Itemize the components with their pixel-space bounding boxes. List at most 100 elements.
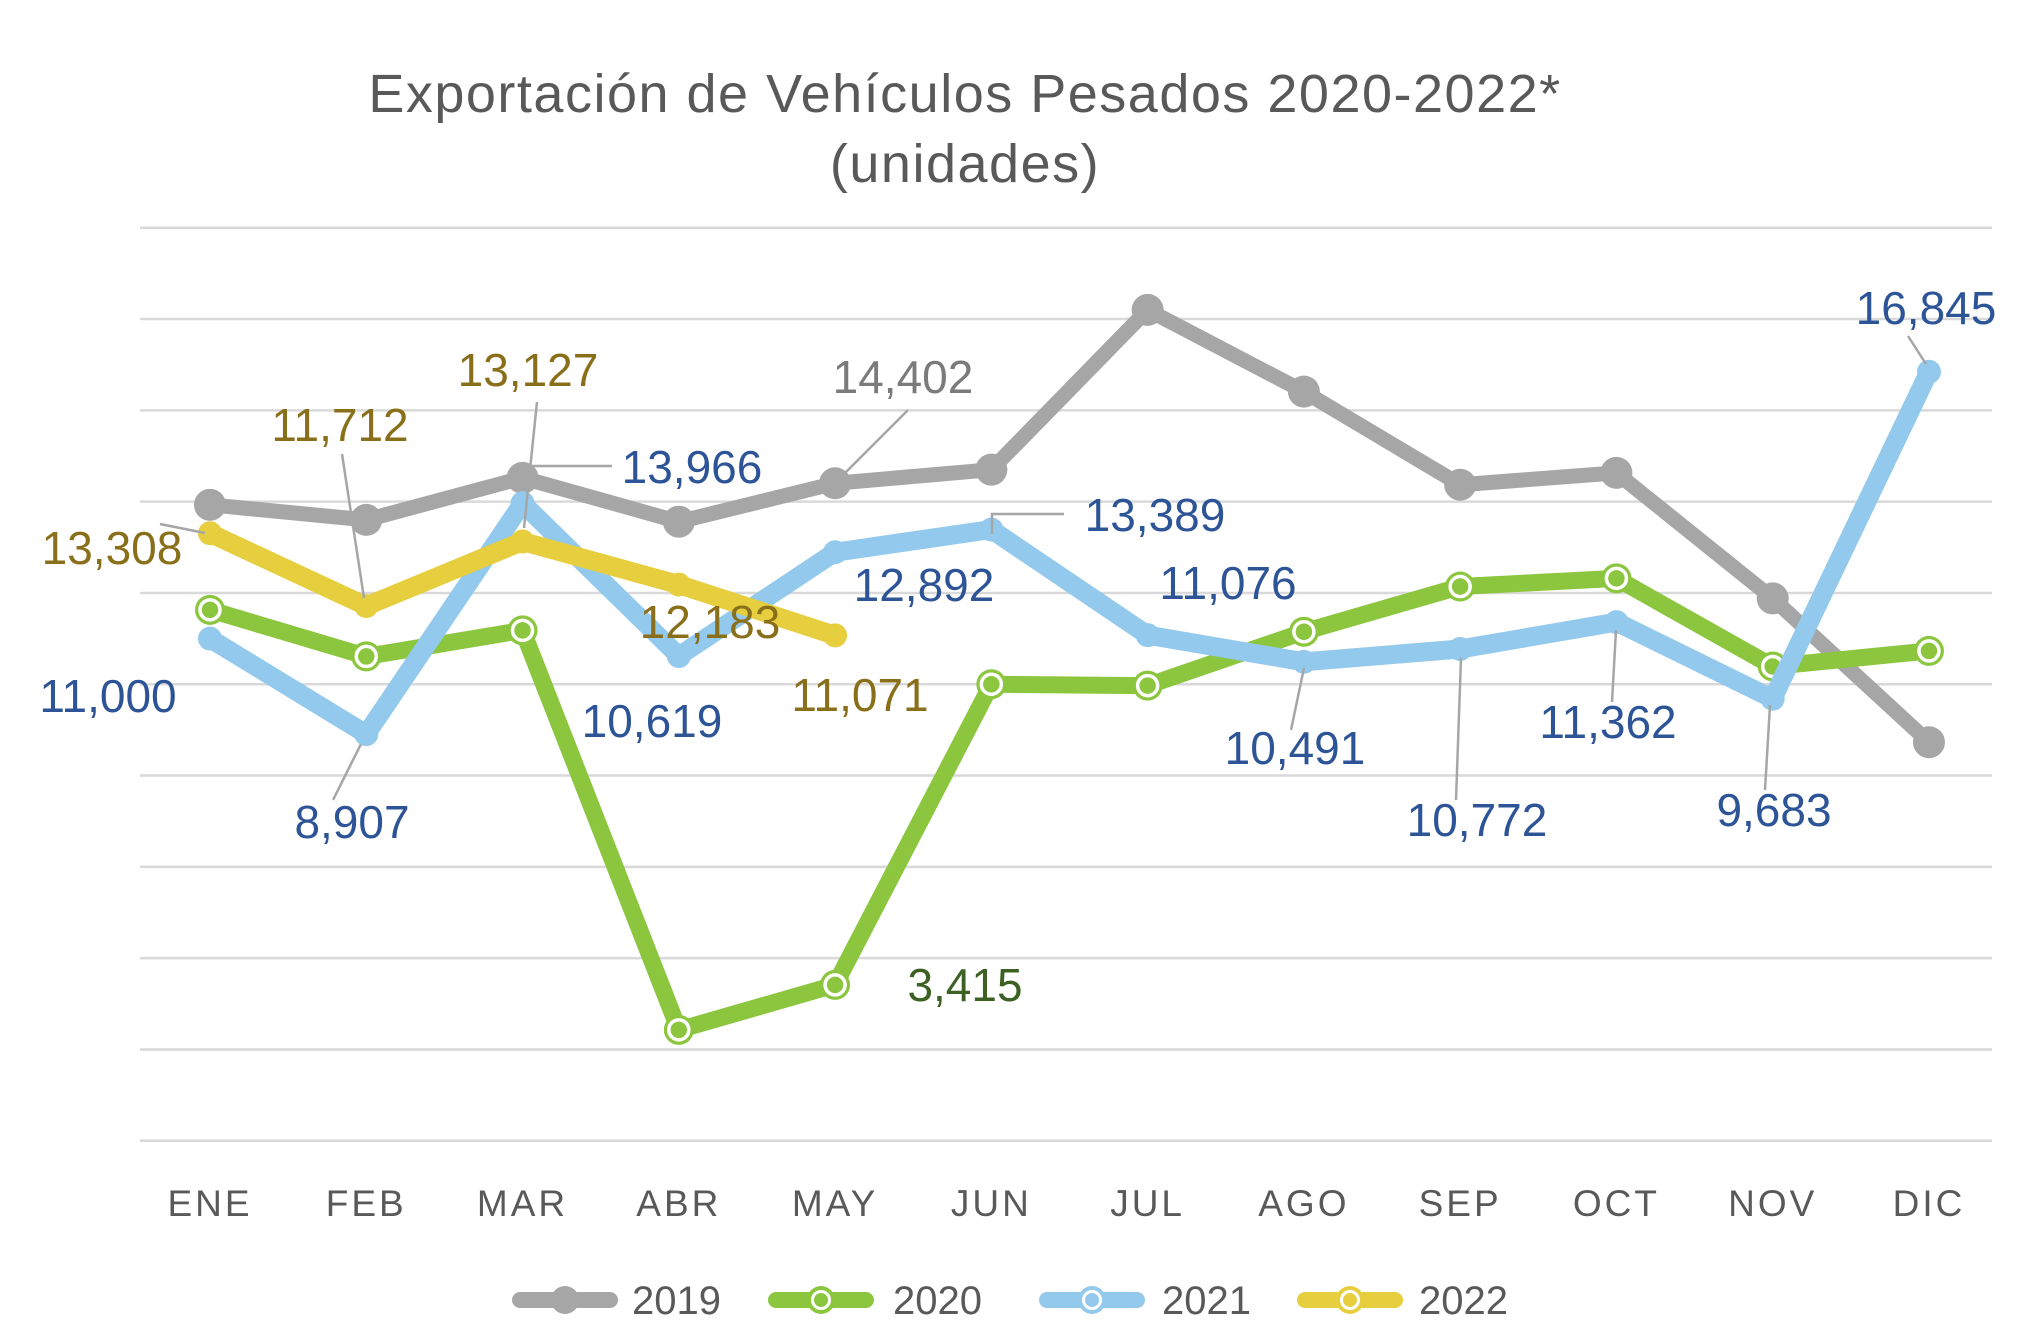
data-label-2019: 14,402 — [833, 351, 974, 403]
data-label-2021: 11,362 — [1539, 696, 1676, 748]
legend: 2019 2020 2021 2022 — [512, 1279, 1508, 1323]
legend-item-2019: 2019 — [512, 1279, 721, 1323]
x-axis-label-JUN: JUN — [951, 1183, 1032, 1224]
x-axis-label-MAR: MAR — [477, 1183, 568, 1224]
x-axis-labels: ENE FEB MAR ABR MAY JUN JUL AGO SEP OCT NOV DIC — [167, 1183, 1966, 1224]
data-label-2022: 11,071 — [791, 669, 928, 721]
marker-ring-2020 — [823, 973, 847, 997]
leader-line-2021 — [990, 512, 1064, 534]
leader-line-2021 — [1906, 335, 1928, 365]
marker-ring-2020 — [198, 598, 222, 622]
marker-2021 — [666, 643, 691, 668]
legend-item-2022: 2022 — [1297, 1279, 1508, 1323]
data-label-2022: 11,712 — [271, 399, 408, 451]
data-label-2021: 10,491 — [1225, 722, 1366, 774]
marker-2022 — [823, 623, 848, 648]
chart-title: Exportación de Vehículos Pesados 2020-20… — [368, 64, 1561, 124]
marker-2021 — [1135, 623, 1160, 648]
legend-label-2021: 2021 — [1162, 1279, 1251, 1323]
leader-line-2019 — [837, 409, 909, 481]
marker-2021 — [1760, 686, 1785, 711]
legend-label-2019: 2019 — [632, 1279, 721, 1323]
data-label-2021: 13,966 — [622, 441, 763, 493]
marker-2021 — [1604, 610, 1629, 635]
data-label-2021: 16,845 — [1856, 282, 1997, 334]
leader-line-2021 — [331, 743, 363, 801]
series-line-2020 — [201, 569, 1938, 1039]
marker-2019 — [1287, 375, 1320, 408]
legend-swatch-marker-ring — [811, 1290, 831, 1310]
legend-label-2020: 2020 — [893, 1279, 982, 1323]
marker-2019 — [1444, 468, 1477, 501]
series-line-2021 — [200, 362, 1939, 744]
marker-2021 — [1916, 359, 1941, 384]
data-label-2021: 8,907 — [294, 796, 409, 848]
marker-2021 — [823, 540, 848, 565]
marker-ring-2020 — [1448, 574, 1472, 599]
marker-2019 — [350, 503, 383, 536]
marker-2019 — [662, 505, 695, 538]
leader-line-2021 — [1454, 657, 1463, 801]
leader-line-2021 — [1763, 704, 1772, 791]
marker-2021 — [354, 722, 379, 747]
x-axis-label-ABR: ABR — [636, 1183, 721, 1224]
leader-line-2022 — [159, 522, 206, 535]
marker-ring-2020 — [1604, 566, 1629, 591]
marker-ring-2020 — [1292, 619, 1316, 644]
marker-ring-2020 — [510, 618, 535, 643]
marker-2022 — [198, 521, 222, 546]
marker-ring-2020 — [979, 672, 1004, 696]
marker-ring-2020 — [1917, 639, 1941, 663]
series-line-2019 — [202, 302, 1937, 750]
marker-2022 — [354, 594, 379, 619]
data-label-2022: 13,127 — [458, 344, 599, 396]
marker-2022 — [666, 572, 691, 597]
x-axis-label-AGO: AGO — [1258, 1183, 1349, 1224]
marker-2021 — [1291, 649, 1316, 674]
marker-2019 — [1912, 726, 1945, 759]
series-lines — [194, 293, 1945, 1045]
marker-2019 — [975, 453, 1008, 486]
label-leader-lines — [159, 335, 1928, 801]
marker-2021 — [510, 491, 535, 516]
legend-label-2022: 2022 — [1419, 1279, 1508, 1323]
legend-item-2021: 2021 — [1039, 1279, 1251, 1323]
data-label-2020: 3,415 — [907, 959, 1022, 1011]
marker-ring-2020 — [1135, 673, 1160, 698]
data-label-2021: 13,389 — [1085, 489, 1226, 541]
x-axis-label-FEB: FEB — [326, 1183, 407, 1224]
x-axis-label-SEP: SEP — [1419, 1183, 1502, 1224]
data-label-2021: 11,076 — [1159, 557, 1296, 609]
marker-2021 — [198, 626, 222, 651]
data-label-2022: 13,308 — [42, 522, 183, 574]
legend-swatch-marker-ring — [1082, 1290, 1102, 1310]
leader-line-2022 — [522, 401, 539, 529]
marker-2019 — [1756, 582, 1789, 615]
marker-2022 — [510, 529, 535, 554]
x-axis-label-DIC: DIC — [1893, 1183, 1966, 1224]
chart-subtitle: (unidades) — [830, 134, 1100, 194]
leader-line-2021 — [1289, 667, 1306, 731]
data-label-2021: 9,683 — [1716, 784, 1831, 836]
x-axis-label-MAY: MAY — [792, 1183, 878, 1224]
x-axis-label-NOV: NOV — [1728, 1183, 1817, 1224]
leader-line-2021 — [1610, 629, 1618, 703]
legend-swatch-marker-ring — [1340, 1290, 1360, 1310]
marker-2021 — [1448, 637, 1473, 662]
marker-ring-2020 — [667, 1018, 691, 1042]
marker-2019 — [1600, 456, 1633, 489]
x-axis-label-ENE: ENE — [167, 1183, 252, 1224]
data-labels: 14,402 3,415 11,000 8,907 13,966 10,619 12,892… — [39, 282, 1996, 1011]
marker-ring-2020 — [354, 644, 379, 669]
data-label-2021: 11,000 — [39, 670, 176, 722]
marker-2019 — [1131, 293, 1164, 326]
leader-line-2022 — [340, 453, 366, 599]
data-label-2021: 12,892 — [854, 559, 995, 611]
data-label-2021: 10,619 — [582, 695, 723, 747]
legend-item-2020: 2020 — [768, 1279, 982, 1323]
data-label-2022: 12,183 — [640, 596, 781, 648]
x-axis-label-JUL: JUL — [1110, 1183, 1185, 1224]
marker-2019 — [194, 488, 226, 521]
